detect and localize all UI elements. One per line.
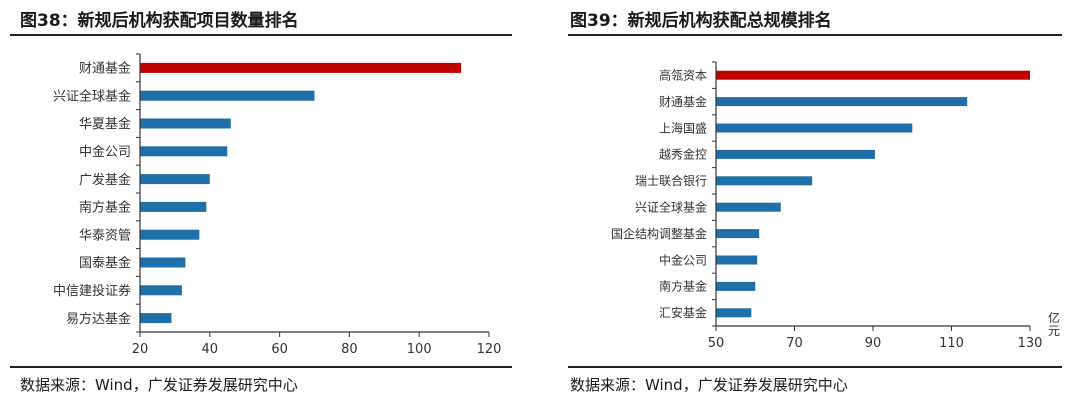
bar — [716, 255, 758, 265]
category-label: 财通基金 — [659, 94, 707, 109]
bar — [716, 202, 781, 212]
x-tick-label: 60 — [271, 342, 288, 357]
x-axis-unit-label: 元 — [1048, 324, 1060, 338]
category-label: 兴证全球基金 — [53, 88, 131, 104]
category-label: 汇安基金 — [659, 305, 707, 320]
bar — [140, 118, 231, 129]
category-label: 上海国盛 — [659, 120, 707, 135]
bar — [140, 146, 228, 157]
title-divider — [10, 34, 512, 36]
category-label: 中信建投证券 — [53, 283, 131, 299]
category-label: 南方基金 — [659, 279, 707, 294]
bar — [140, 174, 210, 185]
bar — [716, 149, 875, 159]
x-tick-label: 80 — [341, 342, 358, 357]
bar — [140, 313, 172, 324]
x-tick-label: 50 — [708, 336, 725, 351]
category-label: 华泰资管 — [79, 228, 131, 243]
bar — [716, 176, 813, 186]
category-label: 国企结构调整基金 — [611, 226, 707, 241]
category-label: 易方达基金 — [66, 311, 131, 327]
bar-chart-project-count: 财通基金兴证全球基金华夏基金中金公司广发基金南方基金华泰资管国泰基金中信建投证券… — [53, 53, 502, 357]
bar — [716, 229, 760, 239]
category-label: 中金公司 — [659, 252, 707, 267]
source-note: 数据来源：Wind，广发证券发展研究中心 — [20, 376, 298, 394]
category-label: 广发基金 — [79, 172, 131, 188]
bar — [716, 70, 1030, 80]
category-label: 高瓴资本 — [659, 68, 707, 83]
bar — [140, 229, 200, 240]
x-tick-label: 100 — [407, 342, 432, 357]
bar — [140, 285, 182, 296]
source-note: 数据来源：Wind，广发证券发展研究中心 — [570, 376, 848, 394]
category-label: 华夏基金 — [79, 116, 131, 132]
bar — [716, 123, 913, 133]
x-tick-label: 20 — [132, 342, 149, 357]
bar — [716, 281, 756, 291]
category-label: 瑞士联合银行 — [635, 173, 707, 188]
x-tick-label: 70 — [786, 336, 803, 351]
bar — [140, 257, 186, 268]
bar — [140, 201, 207, 212]
category-label: 中金公司 — [79, 144, 131, 160]
chart-title: 图39：新规后机构获配总规模排名 — [570, 11, 832, 31]
bar — [140, 90, 315, 101]
x-tick-label: 90 — [865, 336, 882, 351]
x-tick-label: 120 — [477, 342, 502, 357]
bar — [140, 62, 462, 73]
category-label: 财通基金 — [79, 61, 131, 77]
source-divider — [10, 366, 512, 368]
source-divider — [568, 366, 1062, 368]
title-divider — [568, 34, 1062, 36]
category-label: 国泰基金 — [79, 255, 131, 271]
left-chart-panel: 图38：新规后机构获配项目数量排名 财通基金兴证全球基金华夏基金中金公司广发基金… — [0, 0, 530, 404]
x-tick-label: 130 — [1018, 336, 1043, 351]
x-tick-label: 110 — [939, 336, 964, 351]
category-label: 兴证全球基金 — [635, 200, 707, 215]
right-chart-panel: 图39：新规后机构获配总规模排名 高瓴资本财通基金上海国盛越秀金控瑞士联合银行兴… — [558, 0, 1080, 404]
category-label: 南方基金 — [79, 200, 131, 216]
category-label: 越秀金控 — [659, 147, 707, 162]
bar — [716, 308, 752, 318]
bar — [716, 97, 968, 107]
x-axis-unit-label: 亿 — [1048, 310, 1060, 325]
bar-chart-total-scale: 高瓴资本财通基金上海国盛越秀金控瑞士联合银行兴证全球基金国企结构调整基金中金公司… — [611, 61, 1060, 351]
x-tick-label: 40 — [202, 342, 219, 357]
chart-title: 图38：新规后机构获配项目数量排名 — [20, 11, 299, 31]
